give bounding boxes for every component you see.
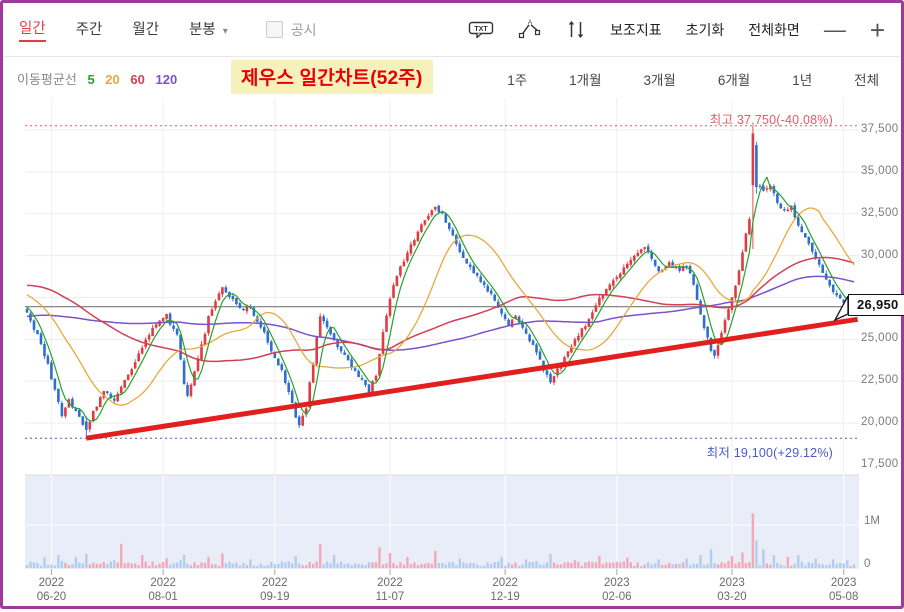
trendline-tool-icon[interactable]: A — [518, 19, 542, 40]
svg-text:A: A — [528, 20, 532, 26]
last-price-badge: 26,950 — [848, 294, 904, 316]
range-3month-button[interactable]: 3개월 — [643, 73, 676, 88]
checkbox-box-icon — [265, 21, 283, 38]
ma120-legend: 120 — [155, 72, 178, 87]
zoom-out-button[interactable]: — — [823, 16, 846, 42]
date-axis-label: 2023 05-08 — [828, 577, 859, 603]
ma5-legend: 5 — [87, 72, 95, 87]
price-axis-label: 17,500 — [861, 458, 899, 470]
date-axis-label: 2022 11-07 — [375, 577, 405, 603]
range-1week-button[interactable]: 1주 — [507, 73, 528, 88]
price-axis-label: 22,500 — [861, 374, 899, 387]
date-axis-label: 2023 03-20 — [717, 577, 747, 603]
zoom-in-button[interactable]: + — [869, 14, 885, 45]
ma20-legend: 20 — [105, 72, 120, 87]
low-marker-label: 최저 19,100(+29.12%) — [706, 446, 833, 460]
range-1month-button[interactable]: 1개월 — [569, 73, 602, 88]
high-marker-label: 최고 37,750(-40.08%) — [709, 113, 833, 127]
ma-legend: 이동평균선 5 20 60 120 — [17, 69, 177, 88]
txt-export-icon[interactable]: TXT — [468, 19, 494, 40]
price-axis-label: 25,000 — [861, 332, 899, 345]
toolbar: 일간 주간 월간 분봉 ▾ 공시 TXT — [3, 3, 901, 57]
range-1year-button[interactable]: 1년 — [792, 73, 813, 88]
date-axis-label: 2022 12-19 — [490, 577, 520, 603]
volume-axis-1m-label: 1M — [864, 515, 880, 527]
date-axis-label: 2022 06-20 — [36, 577, 67, 603]
disclosure-checkbox[interactable]: 공시 — [265, 20, 317, 40]
price-axis-label: 37,500 — [861, 123, 899, 135]
chart-title: 제우스 일간차트(52주) — [231, 60, 433, 94]
date-axis-label: 2023 02-06 — [602, 577, 632, 603]
date-axis-label: 2022 09-19 — [260, 577, 290, 603]
ma-legend-label: 이동평균선 — [17, 72, 77, 87]
price-axis-label: 32,500 — [861, 206, 899, 219]
ma60-legend: 60 — [130, 72, 145, 87]
tab-minute-label: 분봉 — [189, 22, 216, 38]
range-all-button[interactable]: 전체 — [854, 73, 879, 88]
tab-daily[interactable]: 일간 — [19, 17, 46, 42]
reset-button[interactable]: 초기화 — [685, 21, 725, 38]
tab-monthly[interactable]: 월간 — [132, 22, 160, 38]
svg-text:TXT: TXT — [474, 26, 488, 33]
volume-axis-zero-label: 0 — [864, 558, 871, 570]
toolbar-tabs: 일간 주간 월간 분봉 ▾ 공시 — [19, 17, 317, 42]
range-buttons: 1주 1개월 3개월 6개월 1년 전체 — [507, 69, 879, 89]
date-axis-label: 2022 08-01 — [148, 577, 178, 603]
checkbox-label: 공시 — [290, 21, 317, 38]
price-axis-label: 30,000 — [861, 248, 899, 261]
fullscreen-button[interactable]: 전체화면 — [748, 21, 800, 38]
tab-weekly[interactable]: 주간 — [75, 22, 103, 38]
price-axis-label: 20,000 — [861, 416, 899, 429]
tab-minute[interactable]: 분봉 ▾ — [189, 18, 228, 41]
chevron-down-icon: ▾ — [222, 26, 228, 37]
toolbar-tools: TXT A 보조지표 초기화 전체화면 — [468, 14, 885, 45]
candle-scale-icon[interactable] — [566, 19, 586, 40]
range-6month-button[interactable]: 6개월 — [717, 73, 751, 88]
indicators-button[interactable]: 보조지표 — [610, 21, 662, 38]
price-axis-label: 35,000 — [861, 164, 899, 177]
price-volume-chart[interactable] — [3, 3, 904, 612]
